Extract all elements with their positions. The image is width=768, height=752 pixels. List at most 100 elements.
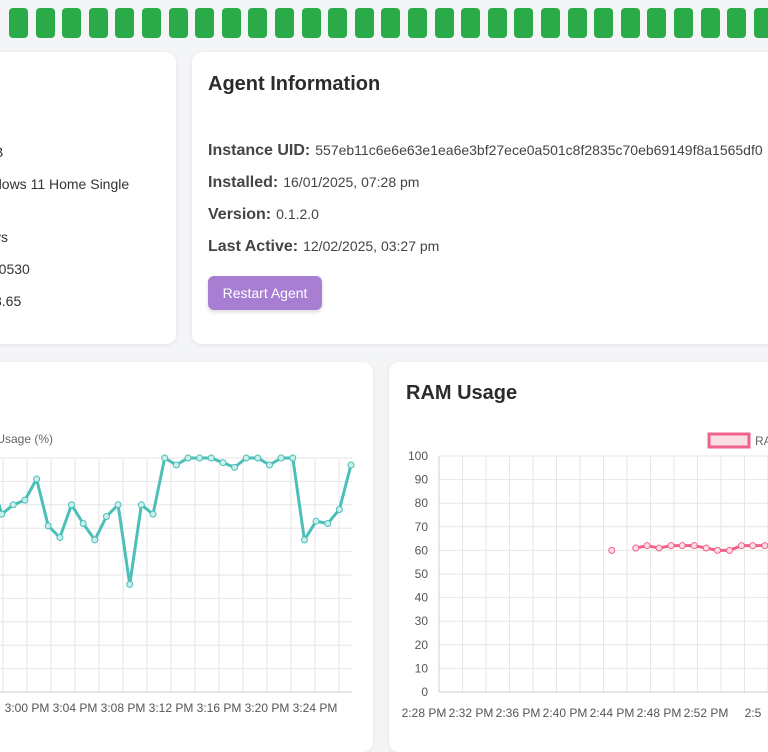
x-tick-label: 3:12 PM — [149, 701, 194, 715]
data-point — [0, 510, 6, 518]
heartbeat-indicator — [674, 8, 693, 38]
data-point — [9, 501, 17, 509]
x-tick-label: 2:44 PM — [590, 706, 635, 720]
data-point — [254, 454, 262, 462]
x-tick-label: 2:5 — [745, 706, 762, 720]
heartbeat-indicator — [567, 8, 587, 38]
version-label: Version: — [208, 206, 272, 223]
data-point — [137, 501, 145, 509]
system-info-card: B dows 11 Home Single vs -0530 3.65 — [0, 52, 176, 344]
data-point — [726, 546, 733, 554]
data-point — [655, 544, 663, 552]
y-tick-label: 90 — [415, 473, 429, 487]
data-point — [33, 475, 41, 483]
heartbeat-indicator — [514, 8, 534, 38]
version-row: Version: 0.1.2.0 — [208, 206, 319, 224]
heartbeat-indicator — [753, 8, 768, 38]
version-value: 0.1.2.0 — [276, 206, 319, 222]
legend-swatch — [707, 432, 751, 449]
data-point — [643, 542, 651, 550]
heartbeat-indicator — [541, 8, 560, 38]
x-tick-label: 3:24 PM — [293, 701, 338, 715]
system-info-line: vs — [0, 229, 8, 245]
data-point — [265, 461, 273, 469]
y-tick-label: 80 — [415, 496, 429, 510]
heartbeat-indicator — [594, 8, 614, 38]
heartbeat-indicator — [248, 8, 268, 38]
y-tick-label: 40 — [415, 591, 429, 605]
heartbeat-bar — [0, 0, 768, 46]
x-tick-label: 2:32 PM — [449, 706, 494, 720]
data-point — [68, 501, 76, 509]
x-tick-label: 2:28 PM — [402, 706, 447, 720]
data-point — [347, 461, 355, 469]
data-point — [761, 542, 768, 550]
x-tick-label: 3:00 PM — [5, 701, 50, 715]
data-point — [231, 463, 239, 471]
instance-uid-row: Instance UID: 557eb11c6e6e63e1ea6e3bf27ec… — [208, 142, 763, 160]
system-info-line: dows 11 Home Single — [0, 176, 130, 192]
data-point — [56, 534, 64, 542]
x-tick-label: 2:40 PM — [543, 706, 588, 720]
data-point — [242, 454, 250, 462]
heartbeat-indicator — [195, 8, 215, 38]
data-point — [44, 522, 52, 530]
legend-label: Usage (%) — [0, 432, 53, 446]
data-point — [21, 496, 29, 504]
y-tick-label: 50 — [415, 567, 429, 581]
heartbeat-indicator — [115, 8, 135, 38]
system-info-line: B — [0, 144, 3, 160]
x-tick-label: 2:36 PM — [496, 706, 541, 720]
data-point — [749, 542, 757, 550]
y-tick-label: 70 — [415, 520, 429, 534]
agent-info-title: Agent Information — [208, 73, 381, 95]
heartbeat-indicator — [408, 8, 427, 38]
system-info-line: -0530 — [0, 261, 30, 277]
data-point — [737, 542, 745, 550]
cpu-usage-chart: 3:00 PM 3:04 PM 3:08 PM 3:12 PM 3:16 PM 3:20 … — [0, 432, 355, 715]
installed-row: Installed: 16/01/2025, 07:28 pm — [208, 174, 419, 192]
heartbeat-indicator — [487, 8, 507, 38]
data-point — [172, 461, 180, 469]
data-point — [714, 546, 722, 554]
installed-value: 16/01/2025, 07:28 pm — [283, 174, 420, 190]
x-tick-label: 2:48 PM — [637, 706, 682, 720]
y-tick-label: 100 — [408, 449, 428, 463]
data-point — [161, 454, 169, 462]
data-point — [312, 517, 320, 525]
data-point — [335, 505, 343, 513]
heartbeat-indicator — [142, 8, 161, 38]
data-point — [300, 536, 308, 544]
y-tick-label: 20 — [415, 638, 429, 652]
restart-agent-button[interactable]: Restart Agent — [208, 276, 322, 310]
x-tick-label: 3:20 PM — [245, 701, 290, 715]
last-active-row: Last Active: 12/02/2025, 03:27 pm — [208, 238, 439, 256]
heartbeat-indicator — [9, 8, 28, 38]
data-point — [184, 454, 192, 462]
heartbeat-indicator — [168, 8, 188, 38]
y-tick-label: 0 — [421, 685, 428, 699]
ram-usage-title: RAM Usage — [406, 382, 518, 404]
cpu-usage-card: 3:00 PM 3:04 PM 3:08 PM 3:12 PM 3:16 PM 3:20 … — [0, 362, 373, 752]
x-tick-label: 2:52 PM — [684, 706, 729, 720]
data-point — [219, 459, 227, 467]
heartbeat-indicator — [647, 8, 667, 38]
last-active-value: 12/02/2025, 03:27 pm — [303, 238, 440, 254]
heartbeat-indicator — [727, 8, 747, 38]
heartbeat-indicator — [275, 8, 294, 38]
data-point — [324, 520, 332, 528]
data-point — [632, 544, 640, 552]
x-tick-label: 3:16 PM — [197, 701, 242, 715]
x-tick-label: 3:04 PM — [53, 701, 98, 715]
data-point — [102, 513, 110, 520]
agent-info-card: Agent Information Instance UID: 557eb11c6… — [192, 52, 768, 344]
data-point — [114, 501, 122, 509]
data-point — [690, 542, 698, 550]
installed-label: Installed: — [208, 174, 279, 191]
data-point — [277, 454, 285, 462]
system-info-line: 3.65 — [0, 293, 22, 309]
data-point — [126, 580, 134, 588]
ram-usage-card: RAM Usage 100 90 80 70 60 50 40 30 20 10 0 2:28 PM 2… — [389, 362, 768, 752]
instance-uid-label: Instance UID: — [208, 142, 311, 159]
